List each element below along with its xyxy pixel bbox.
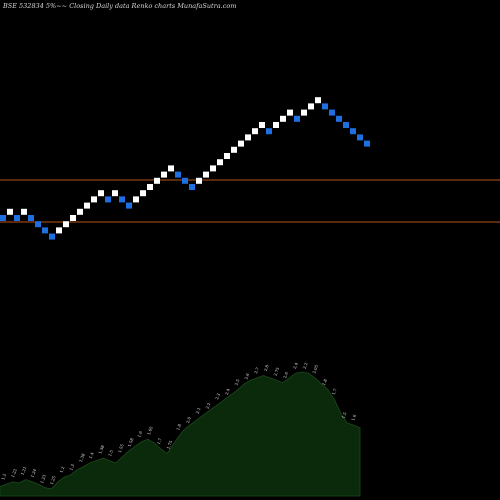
renko-brick-down [350,128,356,135]
volume-label: 1.7 [156,437,163,445]
renko-brick-down [329,109,335,116]
volume-label: 2.4 [292,361,299,369]
volume-label: 2.75 [272,366,280,377]
renko-brick-up [161,171,167,178]
volume-area [0,371,361,497]
renko-brick-up [84,202,90,209]
volume-label: 1.8 [321,378,328,386]
renko-brick-up [77,208,83,215]
renko-brick-up [63,221,69,228]
renko-brick-up [224,153,230,159]
renko-brick-up [98,190,104,197]
volume-label: 1.5 [107,449,114,457]
renko-brick-up [168,165,174,172]
volume-label: 1.24 [29,468,37,479]
renko-brick-up [21,208,27,215]
renko-brick-down [175,171,181,178]
renko-brick-up [245,134,251,141]
volume-label: 1.8 [175,423,182,431]
renko-bricks [0,97,370,240]
renko-brick-up [315,97,321,104]
volume-label: 2.6 [282,371,289,379]
renko-brick-up [287,109,293,116]
renko-brick-down [357,134,363,141]
renko-brick-down [189,184,195,190]
volume-label: 1.55 [117,443,125,454]
volume-label: 2.05 [311,364,319,375]
renko-brick-up [238,140,244,147]
renko-brick-up [252,128,258,135]
renko-brick-down [336,115,342,122]
volume-label: 1.4 [88,451,95,459]
renko-brick-up [217,159,223,166]
horizontal-levels [0,179,500,223]
volume-label: 1.3 [68,463,75,471]
renko-brick-up [210,165,216,172]
volume-label: 1.2 [59,465,66,473]
renko-brick-up [91,196,97,203]
volume-label: 1.23 [39,474,47,485]
volume-label: 2.8 [263,364,270,372]
renko-brick-down [119,196,125,203]
volume-label: 2.2 [204,402,211,410]
volume-label: 1.6 [136,430,143,438]
renko-brick-down [364,140,370,147]
volume-label: 2.5 [234,378,241,386]
renko-brick-up [112,190,118,197]
renko-brick-up [7,208,13,215]
volume-label: 2.4 [224,387,231,395]
renko-brick-down [343,122,349,128]
renko-brick-up [154,177,160,184]
renko-brick-down [105,196,111,203]
chart-title: BSE 532834 5%~~ Closing Daily data Renko… [2,2,236,10]
renko-brick-down [266,128,272,135]
renko-brick-up [280,115,286,122]
volume-label: 2.3 [214,392,221,400]
volume-label: 2.2 [302,361,309,369]
volume-area-shape [0,371,361,497]
volume-label: 1.22 [10,468,18,479]
renko-brick-down [0,215,6,221]
renko-brick-up [203,171,209,178]
volume-label: 1.2 [0,472,7,480]
volume-label: 1.5 [341,411,348,419]
renko-brick-down [14,215,20,221]
renko-brick-down [42,227,48,234]
volume-label: 1.58 [127,437,135,448]
volume-label: 1.7 [331,387,338,395]
renko-brick-up [147,184,153,190]
renko-brick-up [308,103,314,110]
volume-label: 2.6 [243,372,250,380]
renko-brick-up [70,215,76,221]
renko-brick-down [126,202,132,209]
volume-labels: 1.2 1.22 1.21 1.241.23 1.251.2 1.31.38 1.41.38… [0,361,357,485]
renko-brick-up [133,196,139,203]
renko-brick-down [322,103,328,110]
volume-label: 1.75 [166,439,174,450]
renko-brick-up [273,122,279,128]
renko-brick-down [28,215,34,221]
volume-label: 1.38 [78,452,86,463]
volume-label: 2.1 [195,407,202,415]
volume-label: 1.21 [20,466,28,476]
renko-brick-down [294,115,300,122]
renko-brick-up [231,146,237,153]
renko-brick-down [35,221,41,228]
renko-brick-down [182,177,188,184]
renko-brick-down [49,233,55,240]
renko-brick-up [56,227,62,234]
volume-label: 2.0 [185,416,192,424]
volume-label: 1.38 [97,444,105,455]
volume-label: 1.6 [350,413,357,421]
volume-label: 2.7 [253,366,260,374]
renko-brick-up [259,122,265,128]
renko-brick-up [301,109,307,116]
volume-label: 1.25 [49,475,57,486]
volume-label: 1.65 [146,425,154,436]
renko-brick-up [140,190,146,197]
renko-brick-up [196,177,202,184]
